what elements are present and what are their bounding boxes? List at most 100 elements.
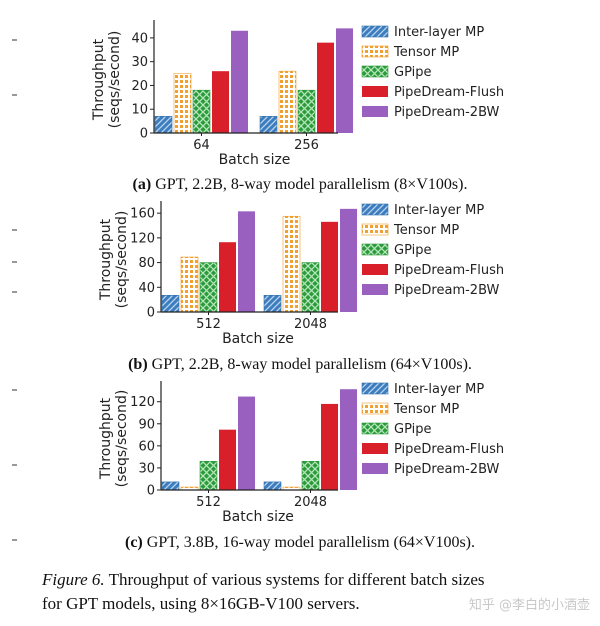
x-tick-label: 2048 (294, 495, 327, 510)
bar-twobw-256 (336, 28, 353, 133)
left-margin-marks (12, 39, 17, 541)
bar-gpipe-512 (199, 461, 218, 491)
figure-caption-line1: Figure 6. Throughput of various systems … (41, 570, 485, 589)
bar-inter-512 (161, 481, 180, 491)
y-tick-label: 0 (147, 306, 155, 321)
x-axis-label: Batch size (222, 509, 294, 525)
y-tick-label: 80 (138, 256, 155, 271)
bar-flush-64 (212, 71, 229, 133)
bar-flush-2048 (321, 403, 338, 490)
x-axis-label: Batch size (222, 331, 294, 347)
x-tick-label: 512 (196, 495, 221, 510)
bar-gpipe-256 (297, 89, 316, 134)
y-tick-label: 0 (140, 127, 148, 142)
legend-label-inter: Inter-layer MP (394, 203, 484, 218)
y-tick-label: 40 (131, 31, 148, 46)
legend-label-flush: PipeDream-Flush (394, 85, 504, 100)
y-axis-label-line2: (seqs/second) (114, 390, 130, 488)
chart-panel-a: 64 256 0 10 20 30 40 Throughput (seqs/second) Bat… (91, 20, 504, 168)
legend-label-inter: Inter-layer MP (394, 382, 484, 397)
x-axis-label: Batch size (219, 152, 291, 168)
figure-caption-line2: for GPT models, using 8×16GB-V100 server… (42, 594, 360, 613)
legend-label-tensor: Tensor MP (393, 223, 459, 238)
bar-flush-256 (317, 42, 334, 134)
y-tick-label: 120 (130, 395, 155, 410)
x-tick-label: 256 (294, 138, 319, 153)
legend-swatch-tensor (361, 402, 389, 415)
y-axis-label-line1: Throughput (98, 397, 114, 480)
bar-inter-2048 (263, 295, 282, 313)
legend-label-gpipe: GPipe (394, 65, 432, 80)
caption-c-label: (c) (125, 534, 143, 551)
legend-swatch-tensor (361, 45, 389, 58)
legend-label-inter: Inter-layer MP (394, 25, 484, 40)
legend-swatch-twobw (362, 106, 388, 117)
legend-label-gpipe: GPipe (394, 422, 432, 437)
legend-swatch-flush (362, 86, 388, 97)
legend-label-gpipe: GPipe (394, 243, 432, 258)
bar-gpipe-2048 (301, 461, 320, 491)
legend-swatch-inter (361, 25, 389, 38)
legend-label-twobw: PipeDream-2BW (394, 283, 500, 298)
legend-swatch-flush (362, 443, 388, 454)
bar-flush-512 (219, 242, 236, 312)
bar-inter-256 (259, 116, 278, 134)
bar-twobw-512 (238, 211, 255, 312)
x-tick-label: 64 (193, 138, 210, 153)
legend-swatch-inter (361, 203, 389, 216)
caption-c-text: GPT, 3.8B, 16-way model parallelism (64×… (143, 534, 475, 551)
x-tick-label: 512 (196, 317, 221, 332)
bar-inter-2048 (263, 481, 282, 491)
legend-label-twobw: PipeDream-2BW (394, 105, 500, 120)
legend-swatch-gpipe (361, 422, 389, 435)
legend-label-twobw: PipeDream-2BW (394, 462, 500, 477)
y-tick-label: 120 (130, 231, 155, 246)
legend-label-tensor: Tensor MP (393, 402, 459, 417)
legend-label-tensor: Tensor MP (393, 45, 459, 60)
caption-a-label: (a) (133, 176, 152, 193)
bar-flush-2048 (321, 221, 338, 312)
y-tick-label: 20 (131, 79, 148, 94)
y-tick-label: 10 (131, 103, 148, 118)
legend-label-flush: PipeDream-Flush (394, 263, 504, 278)
caption-b: (b) GPT, 2.2B, 8-way model parallelism (… (128, 356, 472, 373)
y-tick-label: 30 (138, 461, 155, 476)
bar-tensor-256 (278, 70, 297, 134)
chart-panel-c: 512 2048 0 30 60 90 120 Throughput (seqs/second)… (98, 381, 504, 525)
legend-label-flush: PipeDream-Flush (394, 442, 504, 457)
bar-inter-64 (154, 116, 173, 134)
figure-caption-text1: Throughput of various systems for differ… (105, 570, 485, 589)
y-tick-label: 90 (138, 417, 155, 432)
figure-caption-label: Figure 6. (41, 570, 105, 589)
legend-swatch-gpipe (361, 243, 389, 256)
legend-swatch-twobw (362, 463, 388, 474)
bar-twobw-64 (231, 30, 248, 134)
y-axis-label-line1: Throughput (98, 218, 114, 301)
bar-tensor-2048 (282, 215, 301, 313)
y-tick-label: 40 (138, 281, 155, 296)
y-tick-label: 30 (131, 55, 148, 70)
bar-gpipe-512 (199, 262, 218, 313)
watermark: 知乎 @李白的小酒壶 (469, 597, 590, 613)
caption-a: (a) GPT, 2.2B, 8-way model parallelism (… (133, 176, 468, 193)
y-axis-label-line2: (seqs/second) (107, 31, 123, 129)
legend-swatch-gpipe (361, 65, 389, 78)
bar-gpipe-64 (192, 89, 211, 134)
bar-tensor-64 (173, 73, 192, 134)
bar-twobw-2048 (340, 389, 357, 490)
y-tick-label: 160 (130, 207, 155, 222)
legend-swatch-flush (362, 264, 388, 275)
x-tick-label: 2048 (294, 317, 327, 332)
bar-gpipe-2048 (301, 262, 320, 313)
legend-swatch-tensor (361, 223, 389, 236)
caption-c: (c) GPT, 3.8B, 16-way model parallelism … (125, 534, 475, 551)
caption-b-label: (b) (128, 356, 148, 373)
y-axis-label-line1: Throughput (91, 38, 107, 121)
bar-tensor-512 (180, 256, 199, 313)
legend-swatch-twobw (362, 284, 388, 295)
bar-flush-512 (219, 429, 236, 490)
y-tick-label: 60 (138, 439, 155, 454)
caption-a-text: GPT, 2.2B, 8-way model parallelism (8×V1… (151, 176, 467, 193)
y-axis-label-line2: (seqs/second) (114, 211, 130, 309)
